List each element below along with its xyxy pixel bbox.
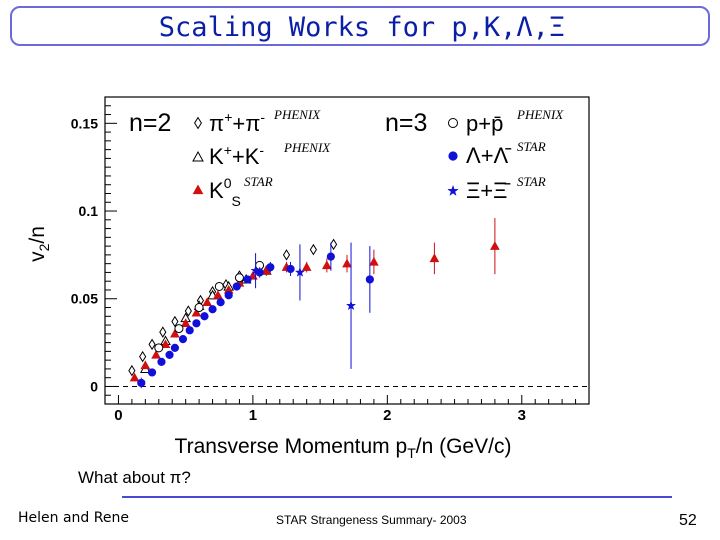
data-point	[200, 312, 209, 321]
data-point	[232, 282, 241, 291]
y-axis-title: v2/n	[26, 226, 52, 262]
legend-source-label: PHENIX	[516, 107, 564, 122]
y-tick-label: 0.15	[71, 115, 98, 131]
legend-source-label: STAR	[517, 139, 546, 154]
data-point	[234, 273, 244, 283]
v2-scaling-chart: 0 1 2 3 0 0.05 0.1 0.15 Transverse Momentum pT/n…	[26, 96, 590, 461]
data-point	[184, 305, 192, 317]
data-point	[369, 256, 379, 266]
data-point	[216, 298, 225, 307]
legend-entry-label: Ξ+Ξ̄	[466, 178, 510, 203]
slide-title: Scaling Works for p,K,Λ,Ξ	[158, 12, 566, 43]
data-point	[365, 275, 374, 284]
title-frame: Scaling Works for p,K,Λ,Ξ	[10, 6, 710, 46]
y-tick-label: 0.05	[71, 291, 98, 307]
legend-marker	[447, 184, 459, 196]
legend-source-label: PHENIX	[273, 107, 321, 122]
data-point	[170, 343, 180, 352]
x-tick-label: 2	[383, 407, 391, 424]
data-point	[213, 290, 223, 299]
legend-entry-label: Λ+Λ̄	[466, 143, 511, 168]
data-point	[178, 334, 188, 344]
data-point	[286, 264, 295, 274]
legend-marker	[192, 150, 204, 162]
legend-entry-label: π++π-	[209, 109, 265, 136]
legend-marker	[194, 116, 202, 130]
authors-text: Helen and Rene	[18, 510, 129, 526]
data-point	[128, 364, 136, 377]
series-0	[128, 238, 338, 377]
data-point	[137, 378, 146, 388]
x-axis: 0 1 2 3	[114, 395, 577, 424]
legend-source-label: STAR	[517, 174, 546, 189]
legend-entry-label: K0S	[209, 175, 241, 209]
series-5	[250, 242, 357, 369]
data-point	[139, 350, 147, 363]
data-point	[202, 297, 213, 306]
series-3	[154, 260, 265, 353]
data-point	[342, 258, 352, 268]
data-point	[301, 262, 312, 271]
legend-entry-label: K++K-	[209, 142, 264, 169]
data-point	[250, 265, 261, 276]
data-point	[140, 360, 151, 370]
x-axis-title: Transverse Momentum pT/n (GeV/c)	[175, 435, 512, 461]
data-point	[148, 338, 156, 351]
series-2	[129, 218, 500, 382]
data-point	[192, 319, 201, 328]
data-point	[170, 328, 180, 338]
y-tick-label: 0.1	[79, 203, 99, 219]
x-tick-label: 3	[518, 407, 526, 424]
x-tick-label: 0	[114, 407, 122, 424]
data-point	[490, 241, 500, 250]
data-point	[224, 291, 233, 300]
data-point	[429, 253, 440, 263]
data-point	[326, 252, 335, 261]
data-point	[309, 243, 317, 256]
data-point	[282, 249, 291, 261]
legend-group-label: n=3	[385, 109, 427, 137]
data-point	[129, 372, 140, 382]
data-point	[208, 305, 217, 314]
data-point	[194, 303, 204, 313]
series-4	[137, 242, 374, 389]
data-point	[243, 275, 252, 284]
data-point	[266, 263, 275, 272]
legend-marker	[192, 184, 204, 195]
data-point	[345, 300, 357, 311]
data-point	[171, 315, 179, 328]
y-axis: 0 0.05 0.1 0.15	[71, 105, 117, 396]
data-point	[214, 281, 224, 291]
data-point	[147, 368, 157, 377]
data-point	[321, 260, 332, 270]
question-text: What about π?	[78, 468, 191, 487]
legend-marker	[448, 118, 458, 128]
data-point	[154, 343, 164, 353]
footer-rule	[122, 496, 672, 498]
legend-entry-label: p+p̄	[466, 111, 503, 136]
data-point	[151, 349, 161, 359]
legend-source-label: PHENIX	[283, 140, 331, 155]
summary-text: STAR Strangeness Summary- 2003	[276, 513, 467, 527]
data-point	[159, 326, 167, 338]
page-number: 52	[679, 512, 697, 529]
legend-source-label: STAR	[244, 174, 273, 189]
x-tick-label: 1	[249, 407, 257, 424]
data-point	[329, 238, 338, 251]
y-tick-label: 0	[90, 378, 98, 394]
data-point	[165, 350, 174, 359]
data-point	[185, 326, 194, 335]
data-point	[157, 357, 166, 366]
data-point	[174, 324, 184, 334]
legend-group-label: n=2	[129, 109, 171, 137]
data-point	[294, 266, 306, 277]
legend-marker	[448, 151, 458, 161]
data-point	[191, 307, 202, 317]
data-point	[160, 339, 171, 349]
data-point	[180, 318, 191, 328]
